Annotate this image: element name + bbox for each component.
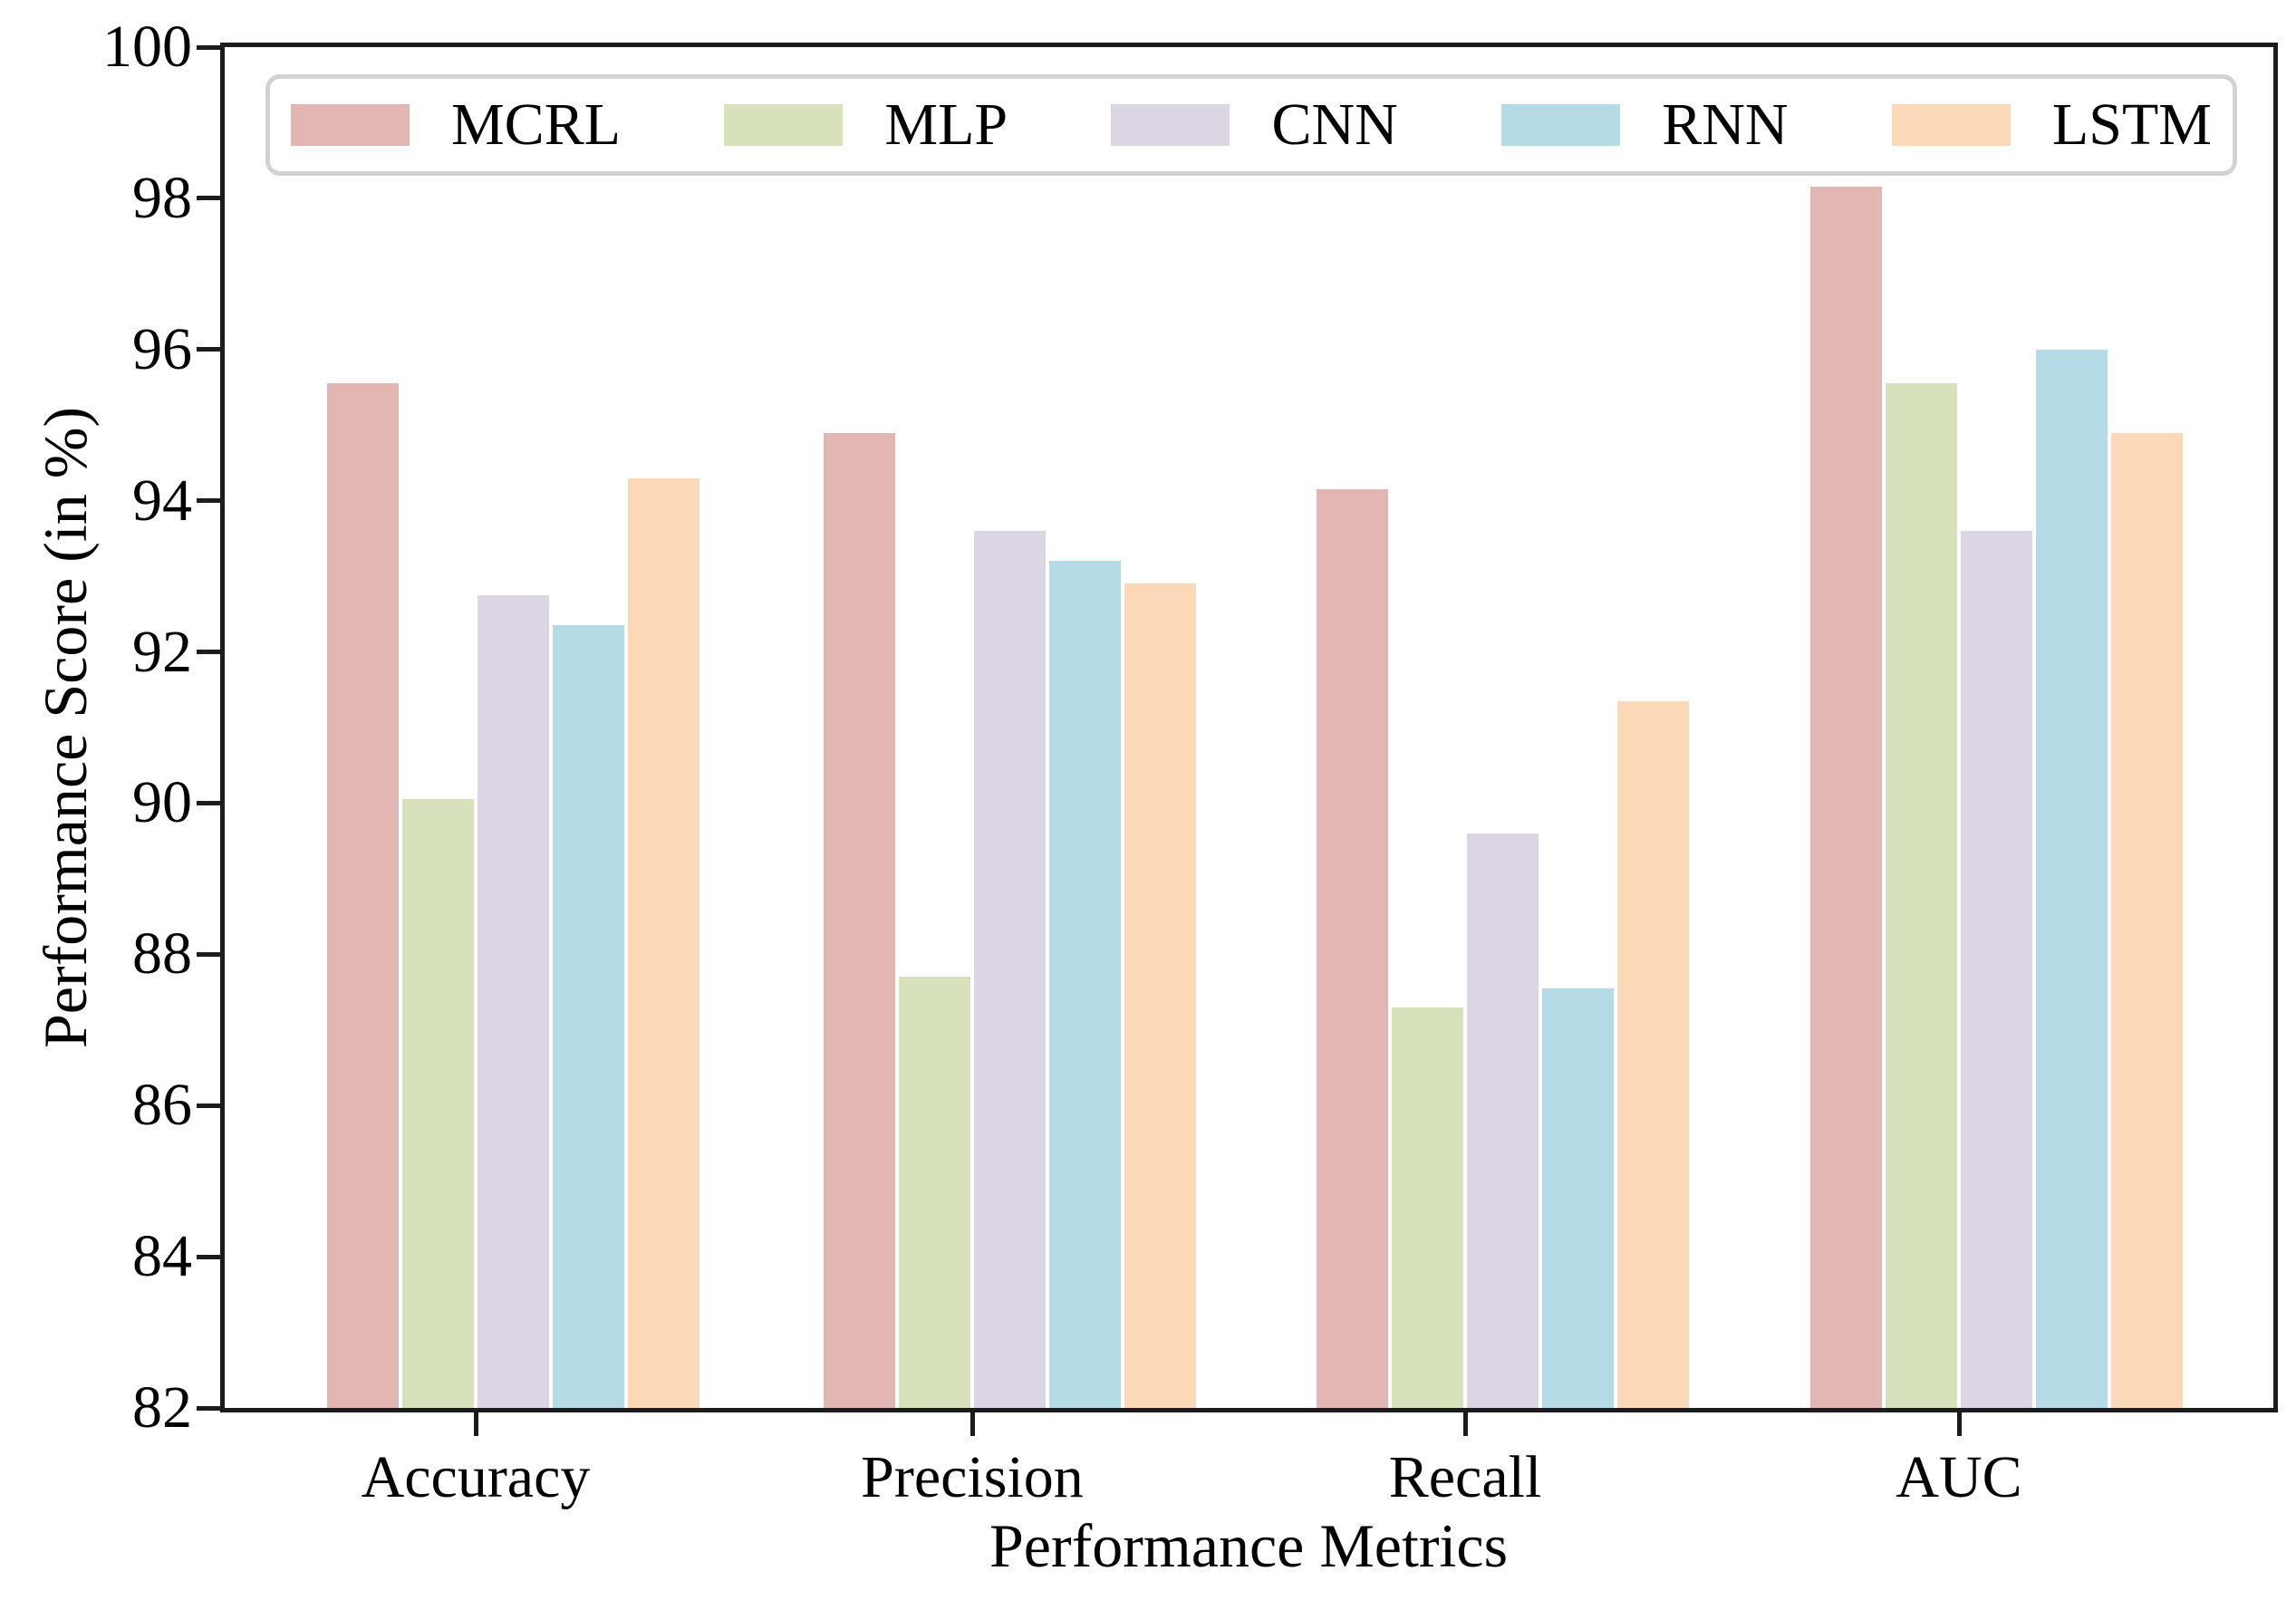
bar-cnn-auc xyxy=(1959,531,2034,1408)
bar-mlp-auc xyxy=(1884,383,1959,1408)
legend-label-cnn: CNN xyxy=(1271,92,1398,158)
x-tick-mark-auc xyxy=(1956,1412,1962,1436)
x-tick-label-accuracy: Accuracy xyxy=(361,1444,591,1510)
y-tick-label-82: 82 xyxy=(132,1374,192,1441)
legend-item-cnn: CNN xyxy=(1111,92,1398,158)
bar-cnn-accuracy xyxy=(476,594,551,1408)
y-tick-mark-92 xyxy=(197,650,220,655)
y-axis-title: Performance Score (in %) xyxy=(31,406,100,1049)
bar-mlp-accuracy xyxy=(400,799,476,1408)
legend-label-mlp: MLP xyxy=(884,92,1008,158)
legend-item-lstm: LSTM xyxy=(1891,92,2212,158)
bar-mcrl-auc xyxy=(1809,187,1884,1408)
bar-mlp-precision xyxy=(897,977,972,1408)
y-tick-label-90: 90 xyxy=(132,769,192,836)
y-tick-label-100: 100 xyxy=(102,14,192,80)
legend-item-mlp: MLP xyxy=(724,95,1008,155)
x-axis-title: Performance Metrics xyxy=(989,1511,1509,1580)
legend-label-mcrl: MCRL xyxy=(451,92,622,158)
bar-cnn-precision xyxy=(972,531,1047,1408)
y-tick-mark-86 xyxy=(197,1103,220,1108)
bar-lstm-precision xyxy=(1123,583,1198,1408)
y-tick-mark-82 xyxy=(197,1405,220,1411)
bar-lstm-recall xyxy=(1616,700,1691,1408)
y-tick-label-86: 86 xyxy=(132,1072,192,1139)
y-tick-mark-96 xyxy=(197,347,220,352)
y-tick-label-96: 96 xyxy=(132,315,192,382)
bar-rnn-recall xyxy=(1540,988,1616,1408)
legend: MCRL MLP CNN RNN LSTM xyxy=(265,74,2237,176)
y-tick-label-84: 84 xyxy=(132,1223,192,1290)
legend-swatch-mlp xyxy=(724,104,844,146)
bar-mcrl-recall xyxy=(1315,489,1390,1408)
bar-mcrl-precision xyxy=(822,432,897,1408)
y-tick-mark-88 xyxy=(197,951,220,957)
y-tick-mark-98 xyxy=(197,196,220,201)
legend-item-mcrl: MCRL xyxy=(291,95,621,155)
bar-lstm-accuracy xyxy=(626,477,701,1408)
y-tick-label-94: 94 xyxy=(132,467,192,534)
y-tick-mark-100 xyxy=(197,44,220,50)
y-tick-mark-94 xyxy=(197,498,220,504)
x-tick-label-recall: Recall xyxy=(1388,1444,1542,1510)
legend-swatch-mcrl xyxy=(291,104,410,146)
x-tick-mark-precision xyxy=(970,1412,975,1436)
x-tick-label-precision: Precision xyxy=(861,1444,1084,1510)
bar-rnn-precision xyxy=(1047,561,1123,1408)
bar-mlp-recall xyxy=(1390,1007,1465,1408)
y-tick-mark-90 xyxy=(197,800,220,805)
bar-rnn-accuracy xyxy=(551,625,626,1408)
y-tick-label-92: 92 xyxy=(132,618,192,685)
y-tick-label-98: 98 xyxy=(132,164,192,231)
y-tick-label-88: 88 xyxy=(132,920,192,988)
y-tick-mark-84 xyxy=(197,1254,220,1259)
x-tick-label-auc: AUC xyxy=(1896,1444,2022,1510)
legend-swatch-lstm xyxy=(1891,104,2011,146)
legend-label-rnn: RNN xyxy=(1662,92,1789,158)
bar-cnn-recall xyxy=(1465,833,1540,1408)
bar-mcrl-accuracy xyxy=(325,383,400,1408)
legend-item-rnn: RNN xyxy=(1501,92,1789,158)
x-tick-mark-recall xyxy=(1462,1412,1468,1436)
legend-swatch-rnn xyxy=(1501,104,1621,146)
bar-rnn-auc xyxy=(2034,349,2109,1408)
x-tick-mark-accuracy xyxy=(473,1412,478,1436)
legend-label-lstm: LSTM xyxy=(2051,92,2212,158)
legend-swatch-cnn xyxy=(1111,104,1230,146)
bar-lstm-auc xyxy=(2109,432,2185,1408)
